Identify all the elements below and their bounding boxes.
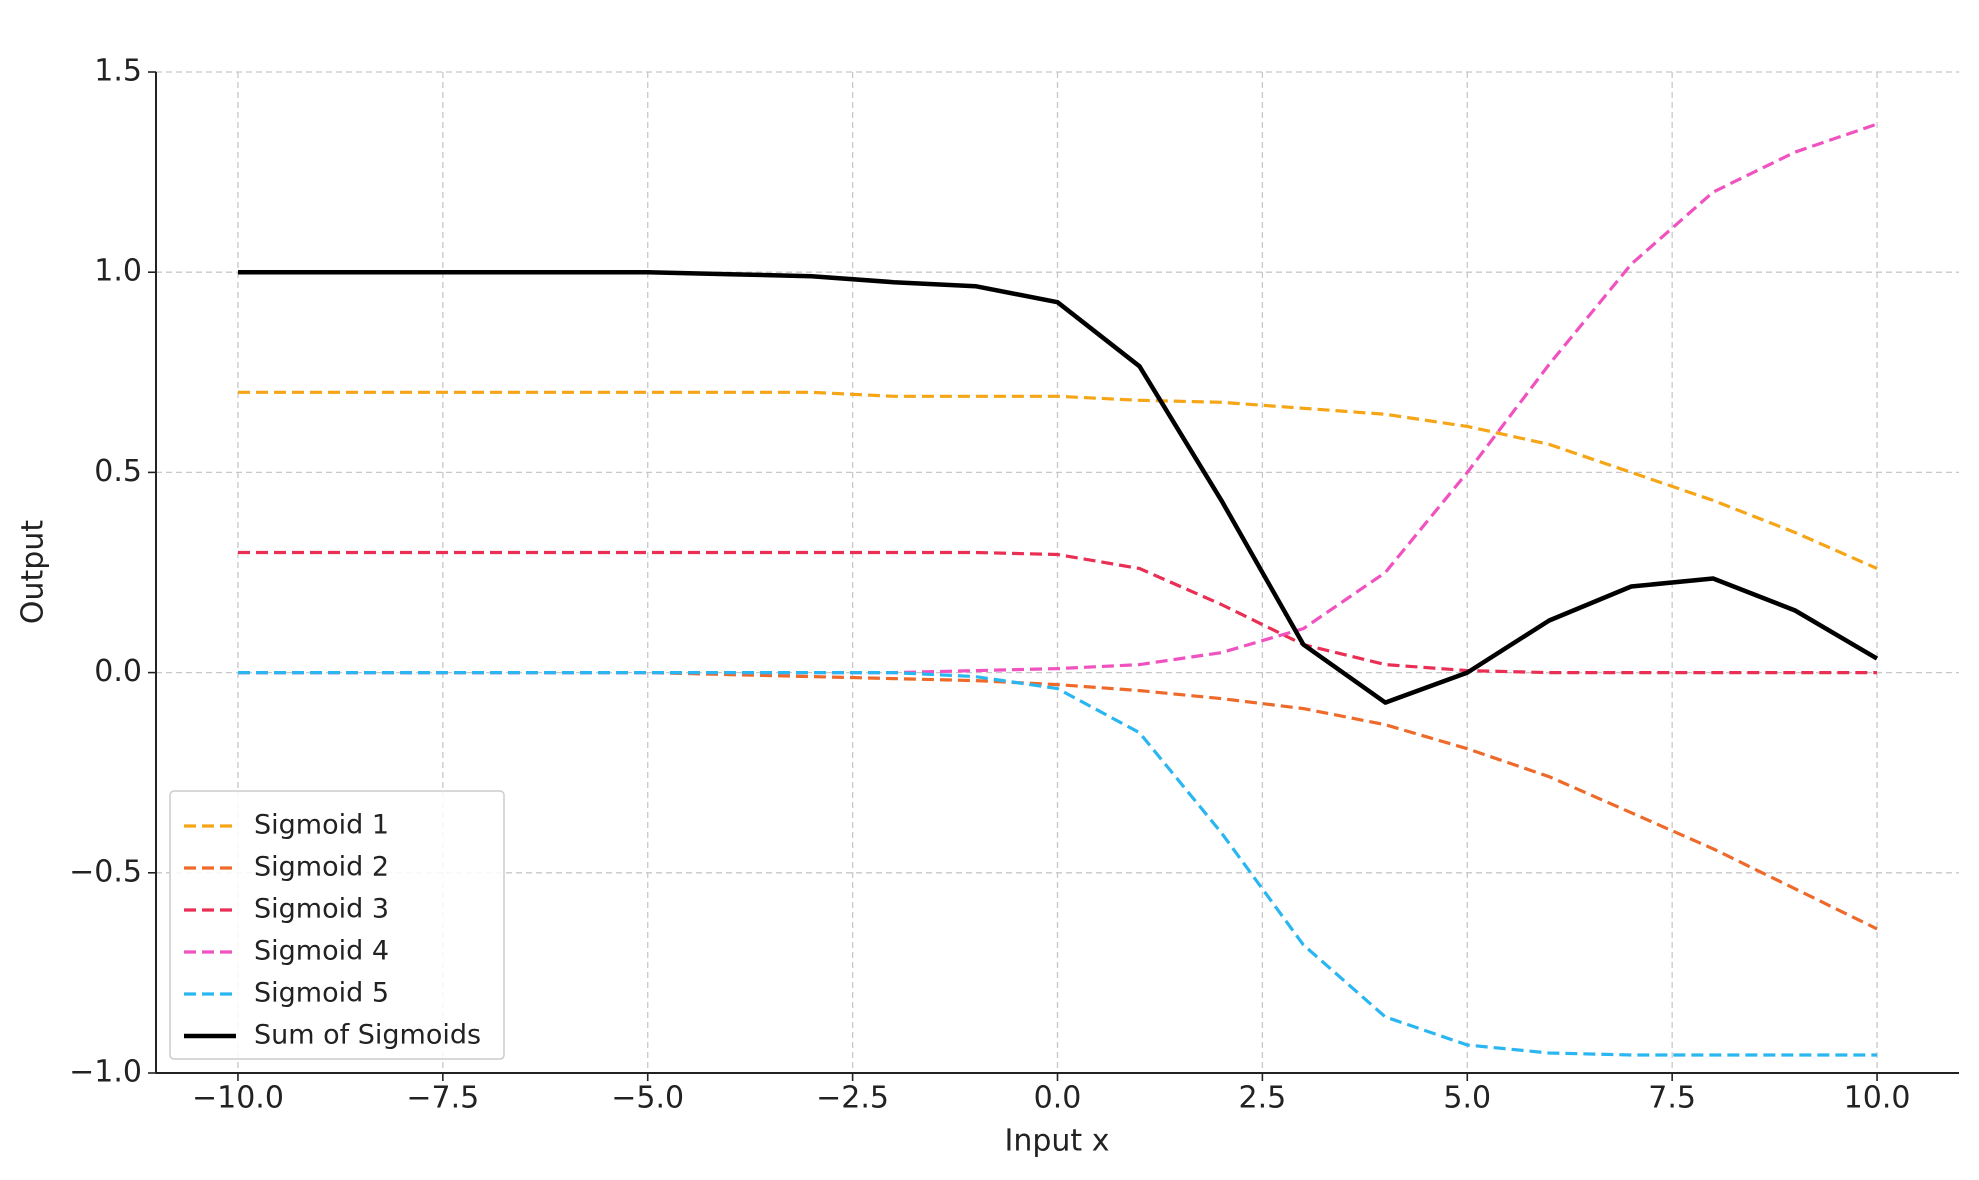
series-line [238,550,1877,675]
x-tick-label: −2.5 [816,1081,889,1116]
x-tick-label: 0.0 [1034,1081,1082,1116]
x-tick-label: 7.5 [1648,1081,1696,1116]
y-tick-label: 1.0 [94,254,142,289]
y-tick-label: −1.0 [69,1055,142,1090]
legend-label: Sum of Sigmoids [254,1020,481,1051]
y-tick-label: 0.5 [94,454,142,489]
legend-label: Sigmoid 3 [254,894,389,925]
x-tick-label: 10.0 [1844,1081,1911,1116]
x-tick-label: −10.0 [192,1081,284,1116]
x-axis-label: Input x [1005,1124,1110,1159]
x-tick-label: −5.0 [611,1081,684,1116]
series-line [238,390,1878,570]
y-tick-label: −0.5 [69,854,142,889]
y-tick-label: 1.5 [94,54,142,89]
series-line [238,269,1879,705]
x-tick-label: −7.5 [406,1081,479,1116]
legend-label: Sigmoid 5 [254,978,389,1009]
x-tick-label: 5.0 [1443,1081,1491,1116]
y-tick-label: 0.0 [94,654,142,689]
series-line [238,671,1877,1057]
legend-label: Sigmoid 2 [254,852,389,883]
legend-label: Sigmoid 1 [254,810,389,841]
x-tick-label: 2.5 [1239,1081,1287,1116]
legend-box [169,790,505,1060]
legend-label: Sigmoid 4 [254,936,389,967]
y-axis-label: Output [16,520,51,624]
